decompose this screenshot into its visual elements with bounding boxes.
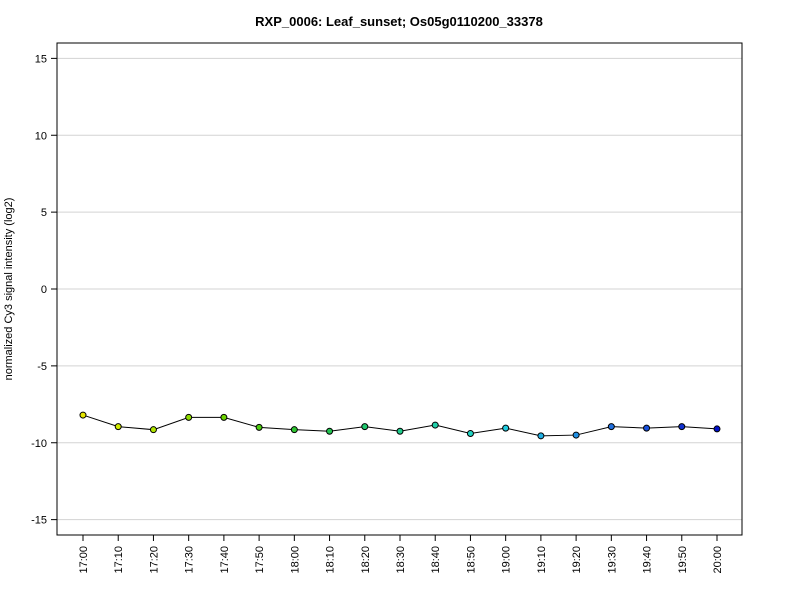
x-tick-label: 18:20 <box>360 546 372 574</box>
data-point <box>396 427 404 435</box>
x-tick-label: 19:10 <box>536 546 548 574</box>
plot-frame <box>56 42 743 536</box>
y-axis-label: normalized Cy3 signal intensity (log2) <box>3 198 15 381</box>
x-tick-label: 19:20 <box>571 546 583 574</box>
x-tick-label: 18:00 <box>289 546 301 574</box>
y-tick-label: 0 <box>41 284 47 296</box>
x-tick-label: 17:40 <box>219 546 231 574</box>
data-point <box>466 430 474 438</box>
y-tick-label: -10 <box>31 438 47 450</box>
data-point <box>255 423 263 431</box>
x-tick-label: 17:00 <box>78 546 90 574</box>
data-point <box>643 424 651 432</box>
data-point <box>114 423 122 431</box>
x-tick-label: 19:00 <box>501 546 513 574</box>
y-tick-label: 5 <box>41 207 47 219</box>
y-axis: -15 -10 -5 0 5 10 15 <box>31 53 57 527</box>
data-point <box>185 413 193 421</box>
y-tick-label: -15 <box>31 515 47 527</box>
data-point <box>713 425 721 433</box>
data-point <box>678 423 686 431</box>
data-point <box>502 424 510 432</box>
data-point <box>79 411 87 419</box>
data-point <box>537 432 545 440</box>
data-point <box>326 427 334 435</box>
x-tick-label: 18:50 <box>465 546 477 574</box>
data-point <box>290 426 298 434</box>
x-axis: 17:00 17:10 17:20 17:30 17:40 17:50 18:00 18:10… <box>78 535 724 574</box>
data-point <box>220 413 228 421</box>
y-tick-label: -5 <box>37 361 47 373</box>
data-point <box>361 423 369 431</box>
x-tick-label: 18:10 <box>325 546 337 574</box>
data-point <box>149 426 157 434</box>
x-tick-label: 19:40 <box>642 546 654 574</box>
y-tick-label: 10 <box>35 130 47 142</box>
data-point <box>572 431 580 439</box>
x-tick-label: 17:20 <box>148 546 160 574</box>
x-tick-label: 17:10 <box>113 546 125 574</box>
grid-lines <box>57 57 742 521</box>
x-tick-label: 19:50 <box>677 546 689 574</box>
x-tick-label: 20:00 <box>712 546 724 574</box>
chart-title: RXP_0006: Leaf_sunset; Os05g0110200_3337… <box>255 14 543 29</box>
series <box>79 411 721 440</box>
y-tick-label: 15 <box>35 53 47 65</box>
data-point <box>431 421 439 429</box>
x-tick-label: 19:30 <box>606 546 618 574</box>
x-tick-label: 17:30 <box>184 546 196 574</box>
x-tick-label: 18:40 <box>430 546 442 574</box>
data-point <box>607 423 615 431</box>
x-tick-label: 18:30 <box>395 546 407 574</box>
x-tick-label: 17:50 <box>254 546 266 574</box>
